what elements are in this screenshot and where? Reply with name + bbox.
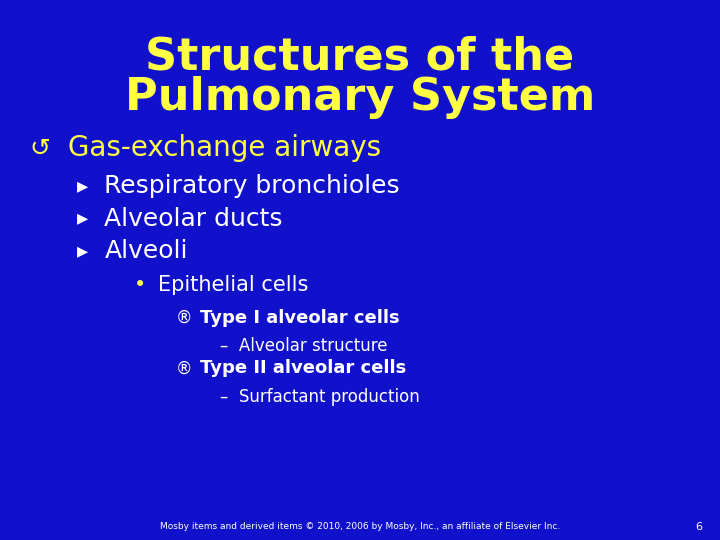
Text: Type II alveolar cells: Type II alveolar cells — [200, 359, 406, 377]
Text: Alveoli: Alveoli — [104, 239, 188, 263]
Text: ▸: ▸ — [77, 176, 89, 197]
Text: ▸: ▸ — [77, 208, 89, 229]
Text: •: • — [134, 275, 147, 295]
Text: Pulmonary System: Pulmonary System — [125, 76, 595, 119]
Text: ▸: ▸ — [77, 241, 89, 261]
Text: Respiratory bronchioles: Respiratory bronchioles — [104, 174, 400, 198]
Text: –  Alveolar structure: – Alveolar structure — [220, 336, 387, 355]
Text: Alveolar ducts: Alveolar ducts — [104, 207, 283, 231]
Text: –  Surfactant production: – Surfactant production — [220, 388, 419, 406]
Text: 6: 6 — [695, 522, 702, 531]
Text: ®: ® — [176, 308, 192, 327]
Text: ↺: ↺ — [29, 137, 50, 160]
Text: Structures of the: Structures of the — [145, 35, 575, 78]
Text: Type I alveolar cells: Type I alveolar cells — [200, 308, 400, 327]
Text: Gas-exchange airways: Gas-exchange airways — [68, 134, 382, 163]
Text: ®: ® — [176, 359, 192, 377]
Text: Epithelial cells: Epithelial cells — [158, 275, 309, 295]
Text: Mosby items and derived items © 2010, 2006 by Mosby, Inc., an affiliate of Elsev: Mosby items and derived items © 2010, 20… — [160, 522, 560, 531]
